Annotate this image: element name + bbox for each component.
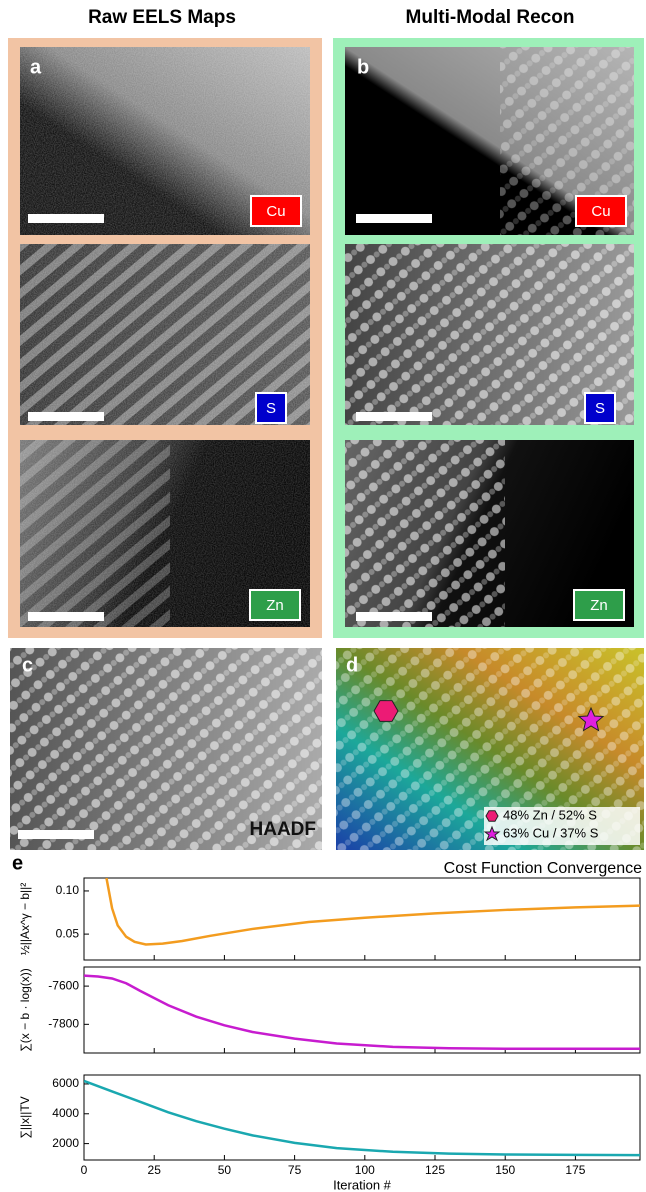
y-tick-label: 6000	[52, 1076, 79, 1090]
x-tick-label: 100	[355, 1163, 375, 1177]
tag: Zn	[266, 597, 284, 614]
tag: Cu	[591, 203, 610, 220]
legend-label: 63% Cu / 37% S	[503, 825, 599, 840]
column-header: Raw EELS Maps	[88, 7, 236, 28]
figure: Raw EELS Maps Multi-Modal Recon a b c d …	[0, 0, 646, 1192]
line-series	[106, 878, 640, 944]
x-tick-label: 150	[495, 1163, 515, 1177]
column-header: Multi-Modal Recon	[406, 7, 575, 28]
panel-label: b	[357, 56, 369, 78]
x-tick-label: 0	[81, 1163, 88, 1177]
x-tick-label: 50	[218, 1163, 232, 1177]
tag: Cu	[266, 203, 285, 220]
panel-label: a	[30, 56, 42, 78]
panel-label: d	[346, 654, 358, 676]
tag: S	[266, 400, 276, 417]
x-tick-label: 25	[148, 1163, 162, 1177]
y-tick-label: 2000	[52, 1136, 79, 1150]
y-tick-label: -7800	[48, 1017, 79, 1031]
x-tick-label: 75	[288, 1163, 302, 1177]
y-axis-label: ½||Ax^γ − b||²	[18, 883, 32, 955]
x-axis-label: Iteration #	[333, 1177, 392, 1192]
panel-label: c	[22, 654, 33, 676]
tag: S	[595, 400, 605, 417]
y-tick-label: 4000	[52, 1106, 79, 1120]
y-tick-label: 0.10	[56, 883, 80, 897]
chart-title: Cost Function Convergence	[444, 860, 642, 877]
y-axis-label: ∑||x||TV	[18, 1096, 32, 1138]
raw-maps	[20, 47, 310, 627]
y-axis-label: ∑(x − b · log(x))	[18, 968, 32, 1052]
tag: Zn	[590, 597, 608, 614]
y-tick-label: 0.05	[56, 926, 80, 940]
caption: HAADF	[250, 819, 317, 840]
panel-label: e	[12, 852, 23, 874]
line-series	[84, 1081, 640, 1155]
recon-maps	[345, 47, 634, 627]
line-series	[84, 976, 640, 1049]
legend-label: 48% Zn / 52% S	[503, 807, 597, 822]
plot-frame	[84, 967, 640, 1053]
x-tick-label: 125	[425, 1163, 445, 1177]
legend-hexagon	[486, 811, 498, 821]
y-tick-label: -7600	[48, 978, 79, 992]
x-tick-label: 175	[565, 1163, 585, 1177]
plot-frame	[84, 1075, 640, 1160]
